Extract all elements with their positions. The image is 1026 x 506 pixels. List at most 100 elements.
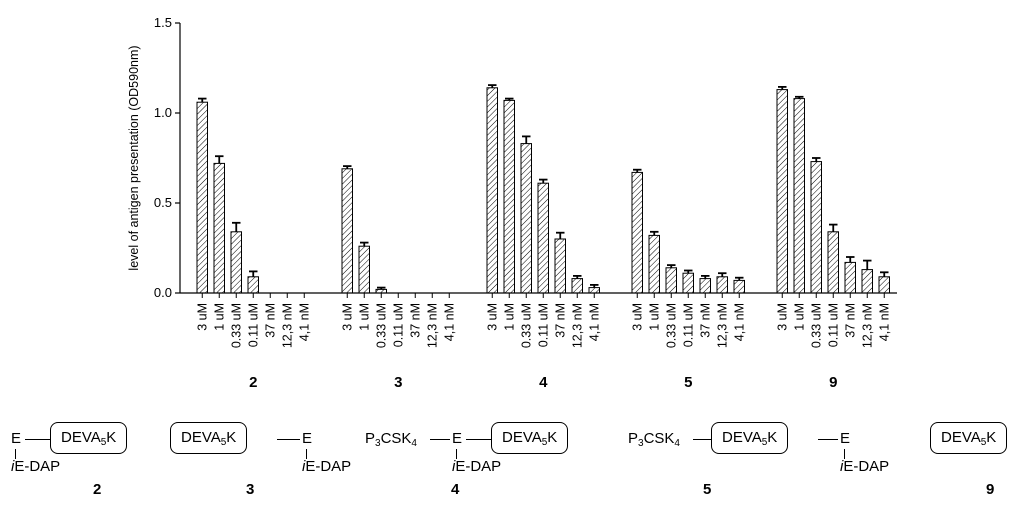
bar — [631, 171, 643, 294]
bar — [648, 234, 660, 294]
bar — [878, 276, 890, 294]
x-tick-label: 4,1 nM — [442, 303, 456, 341]
x-tick-label: 12,3 nM — [425, 303, 439, 348]
bar — [682, 272, 694, 294]
glutamate-label: E — [302, 430, 313, 447]
structure-3: DEVA5K E iE-DAP 3 — [170, 410, 370, 506]
y-tick-label: 0.5 — [154, 195, 172, 210]
dap-label: iE-DAP — [302, 458, 352, 475]
y-axis-label: level of antigen presentation (OD590nm) — [127, 45, 141, 270]
bond-line — [306, 449, 307, 459]
bond-line — [430, 439, 450, 440]
peptide-box: DEVA5K — [491, 422, 569, 454]
bar — [486, 87, 498, 294]
bar — [844, 261, 856, 294]
x-tick-label: 0.33 uM — [664, 303, 678, 348]
bar — [358, 245, 370, 294]
compound-number: 2 — [93, 481, 102, 498]
bar — [537, 182, 549, 294]
x-tick-label: 12,3 nM — [715, 303, 729, 348]
x-tick-label: 12,3 nM — [280, 303, 294, 348]
x-tick-label: 12,3 nM — [570, 303, 584, 348]
compound-number: 3 — [246, 481, 255, 498]
x-tick-label: 0.33 uM — [374, 303, 388, 348]
bar — [861, 269, 873, 294]
x-tick-label: 0.11 uM — [826, 303, 840, 347]
x-tick-label: 3 uM — [195, 303, 209, 331]
x-tick-label: 1 uM — [647, 303, 661, 331]
bar — [554, 238, 566, 294]
bond-line — [456, 449, 457, 459]
bond-line — [818, 439, 838, 440]
bond-line — [844, 449, 845, 459]
group-label: 3 — [394, 374, 402, 391]
bar — [793, 98, 805, 294]
bar — [571, 278, 583, 294]
glutamate-label: E — [840, 430, 851, 447]
x-tick-label: 12,3 nM — [860, 303, 874, 348]
group-label: 5 — [684, 374, 692, 391]
y-tick-label: 0.0 — [154, 285, 172, 300]
lipopeptide-label: P3CSK4 — [365, 430, 417, 449]
x-tick-label: 1 uM — [357, 303, 371, 331]
structure-4: P3CSK4 E DEVA5K iE-DAP 4 — [365, 410, 605, 506]
bar — [665, 267, 677, 294]
x-tick-label: 0.11 uM — [391, 303, 405, 347]
peptide-box: DEVA5K — [711, 422, 789, 454]
peptide-box: DEVA5K — [170, 422, 248, 454]
structure-9: DEVA5K 9 — [925, 410, 1026, 506]
bar — [196, 101, 208, 294]
group-label: 2 — [249, 374, 257, 391]
x-tick-label: 3 uM — [775, 303, 789, 331]
x-tick-label: 37 nM — [408, 303, 422, 338]
bar — [375, 288, 387, 294]
bar — [776, 89, 788, 294]
compound-number: 5 — [703, 481, 712, 498]
group-label: 9 — [829, 374, 837, 391]
x-tick-label: 37 nM — [698, 303, 712, 338]
bond-line — [15, 449, 16, 459]
x-tick-label: 0.33 uM — [229, 303, 243, 348]
x-tick-label: 3 uM — [340, 303, 354, 331]
x-tick-label: 1 uM — [502, 303, 516, 331]
dap-label: iE-DAP — [452, 458, 502, 475]
x-tick-label: 1 uM — [212, 303, 226, 331]
x-tick-label: 0.11 uM — [681, 303, 695, 347]
x-tick-label: 4,1 nM — [297, 303, 311, 341]
bar — [810, 161, 822, 294]
bar — [520, 143, 532, 294]
x-tick-label: 3 uM — [630, 303, 644, 331]
bar — [588, 287, 600, 294]
glutamate-label: E — [452, 430, 463, 447]
x-tick-label: 0.11 uM — [246, 303, 260, 347]
x-tick-label: 3 uM — [485, 303, 499, 331]
dap-label: iE-DAP — [11, 458, 61, 475]
y-tick-label: 1.5 — [154, 15, 172, 30]
bar — [341, 168, 353, 294]
bar — [230, 231, 242, 294]
x-tick-label: 4,1 nM — [587, 303, 601, 341]
y-tick-label: 1.0 — [154, 105, 172, 120]
bar-chart: 0.0 0.5 1.0 1.5 level of antigen presentatio… — [127, 15, 897, 391]
bar — [733, 279, 745, 294]
x-tick-label: 0.33 uM — [519, 303, 533, 348]
compound-number: 9 — [986, 481, 995, 498]
bar — [503, 99, 515, 294]
structure-5: P3CSK4 DEVA5K E iE-DAP 5 — [628, 410, 918, 506]
bar — [716, 276, 728, 294]
x-tick-label: 1 uM — [792, 303, 806, 331]
x-tick-label: 37 nM — [553, 303, 567, 338]
x-tick-label: 0.33 uM — [809, 303, 823, 348]
bar — [827, 231, 839, 294]
bar — [247, 276, 259, 294]
bond-line — [25, 439, 50, 440]
group-label: 4 — [539, 374, 548, 391]
x-tick-label: 4,1 nM — [877, 303, 891, 341]
bond-line — [466, 439, 491, 440]
structure-2: E DEVA5K iE-DAP 2 — [0, 410, 180, 506]
bar — [213, 162, 225, 294]
compound-number: 4 — [451, 481, 460, 498]
dap-label: iE-DAP — [840, 458, 890, 475]
glutamate-label: E — [11, 430, 22, 447]
bar — [699, 278, 711, 294]
